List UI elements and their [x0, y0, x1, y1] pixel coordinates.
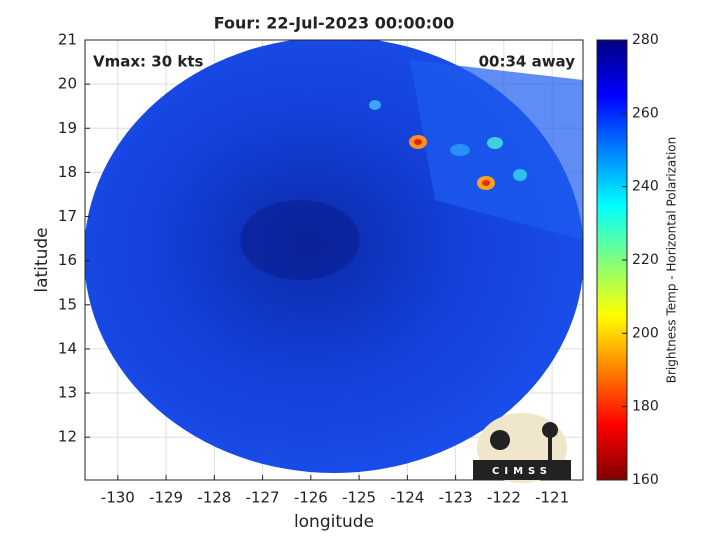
- warm-spot: [513, 169, 527, 181]
- y-tick-label: 15: [58, 295, 77, 313]
- colorbar-tick-label: 160: [632, 472, 659, 488]
- x-tick-label: -130: [101, 489, 135, 507]
- y-tick-label: 14: [58, 339, 77, 357]
- colorbar-tick-label: 200: [632, 325, 659, 341]
- logo-text: CIMSS: [492, 466, 552, 477]
- y-tick-label: 19: [58, 119, 77, 137]
- logo-tower-leg: [548, 436, 552, 460]
- x-tick-label: -128: [197, 489, 231, 507]
- logo-dish: [490, 430, 510, 450]
- plot-frame: [84, 39, 584, 481]
- logo: CIMSS: [473, 413, 571, 483]
- y-tick-label: 13: [58, 384, 77, 402]
- cold-core: [240, 200, 360, 280]
- colorbar-tick-label: 180: [632, 399, 659, 415]
- logo-band: [473, 460, 571, 480]
- x-tick-label: -127: [246, 489, 280, 507]
- y-axis-label: latitude: [32, 227, 52, 292]
- colorbar-tick-label: 280: [632, 32, 659, 48]
- swath-segment: [410, 60, 583, 240]
- warm-spot: [369, 100, 381, 110]
- warm-spot: [487, 137, 503, 149]
- y-tick-label: 12: [58, 428, 77, 446]
- colorbar-label: Brightness Temp - Horizontal Polarizatio…: [665, 137, 679, 384]
- time-away-label: 00:34 away: [479, 53, 576, 71]
- warm-spot: [450, 144, 470, 156]
- colorbar-tick-label: 240: [632, 179, 659, 195]
- y-tick-label: 18: [58, 163, 77, 181]
- x-tick-label: -121: [535, 489, 569, 507]
- x-tick-label: -125: [342, 489, 376, 507]
- imagery: [85, 40, 583, 473]
- warm-spot: [482, 180, 490, 186]
- colorbar-tick-label: 260: [632, 105, 659, 121]
- x-tick-label: -124: [390, 489, 424, 507]
- colorbar-tick-label: 220: [632, 252, 659, 268]
- y-tick-label: 17: [58, 207, 77, 225]
- title: Four: 22-Jul-2023 00:00:00: [214, 14, 455, 33]
- y-tick-label: 20: [58, 75, 77, 93]
- x-tick-label: -123: [439, 489, 473, 507]
- x-tick-label: -122: [487, 489, 521, 507]
- x-axis-label: longitude: [294, 512, 374, 532]
- y-tick-label: 21: [58, 31, 77, 49]
- vmax-label: Vmax: 30 kts: [93, 53, 203, 71]
- y-tick-label: 16: [58, 251, 77, 269]
- x-tick-label: -126: [294, 489, 328, 507]
- x-tick-label: -129: [149, 489, 183, 507]
- logo-tower: [542, 422, 558, 438]
- warm-spot: [414, 139, 422, 145]
